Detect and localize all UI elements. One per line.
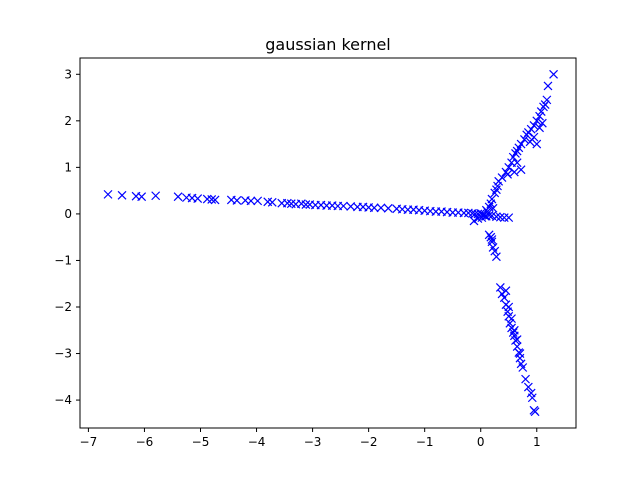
data-point [376, 203, 386, 213]
data-point [535, 111, 544, 121]
data-point [488, 203, 498, 213]
data-point [497, 173, 507, 183]
data-point [537, 118, 547, 128]
data-point [486, 232, 496, 242]
data-point [540, 100, 550, 109]
data-point [532, 139, 542, 149]
data-point [512, 342, 522, 351]
data-point [103, 189, 113, 199]
data-point [173, 192, 183, 202]
data-point [535, 123, 544, 133]
x-axis-ticks: −7 −6 −5 −4 −3 −2 −1 0 1 [80, 428, 541, 449]
y-tick-label: −2 [54, 300, 72, 314]
data-point [515, 349, 525, 358]
x-tick-label: 1 [533, 435, 541, 449]
data-point [526, 124, 536, 134]
data-point [532, 116, 542, 126]
data-point [504, 162, 514, 172]
x-tick-label: −5 [192, 435, 210, 449]
y-tick-label: 2 [64, 114, 72, 128]
data-point [542, 95, 552, 105]
data-point [508, 328, 518, 338]
data-point [509, 325, 519, 335]
data-point [516, 139, 526, 149]
data-point [549, 69, 559, 79]
data-point [232, 195, 242, 205]
points-layer [103, 69, 559, 417]
y-tick-label: 1 [64, 160, 72, 174]
data-point [512, 158, 522, 168]
data-point [525, 137, 535, 147]
data-point [490, 246, 500, 256]
data-point [512, 335, 522, 344]
data-point [383, 203, 393, 213]
data-point [527, 393, 537, 403]
data-point [503, 169, 513, 179]
y-tick-label: 0 [64, 207, 72, 221]
data-point [487, 235, 497, 244]
data-point [483, 207, 492, 217]
data-point [338, 201, 348, 211]
data-point [459, 208, 469, 218]
data-point [504, 302, 514, 312]
plot-frame [79, 57, 577, 429]
data-point [193, 194, 203, 203]
data-point [501, 286, 511, 296]
data-point [509, 167, 519, 177]
data-point [543, 81, 553, 91]
data-point [505, 318, 515, 328]
x-tick-label: 0 [477, 435, 485, 449]
y-tick-label: 3 [64, 67, 72, 81]
data-point [495, 212, 505, 222]
x-tick-label: −7 [80, 435, 98, 449]
data-point [504, 213, 514, 223]
data-point [507, 314, 516, 324]
data-point [246, 196, 256, 206]
data-point [518, 363, 528, 372]
data-point [523, 382, 533, 392]
data-point [491, 212, 501, 222]
data-point [369, 203, 379, 213]
y-tick-label: −4 [54, 393, 72, 407]
data-point [536, 107, 546, 116]
data-point [137, 192, 147, 202]
y-tick-label: −1 [54, 253, 72, 267]
x-tick-label: −6 [136, 435, 154, 449]
data-point [207, 195, 217, 204]
x-tick-label: −2 [360, 435, 378, 449]
data-point [253, 196, 263, 206]
data-point [521, 374, 530, 384]
x-tick-label: −1 [416, 435, 434, 449]
y-axis-ticks: −4 −3 −2 −1 0 1 2 3 [54, 67, 80, 407]
data-point [495, 283, 505, 292]
data-point [346, 202, 356, 211]
chart-title: gaussian kernel [265, 35, 391, 54]
data-point [282, 198, 292, 208]
data-point [267, 197, 277, 207]
x-tick-label: −4 [248, 435, 266, 449]
data-point [530, 407, 540, 417]
data-point [499, 213, 509, 223]
data-point [487, 194, 497, 204]
data-point [469, 216, 479, 226]
data-point [210, 195, 220, 205]
data-point [151, 191, 161, 201]
data-point [516, 165, 526, 175]
data-point [520, 135, 529, 144]
data-point [301, 200, 311, 210]
data-point [491, 252, 501, 262]
data-point [117, 190, 127, 200]
x-tick-label: −3 [304, 435, 322, 449]
y-tick-label: −3 [54, 347, 72, 361]
data-point [499, 293, 509, 303]
data-point [529, 121, 539, 130]
